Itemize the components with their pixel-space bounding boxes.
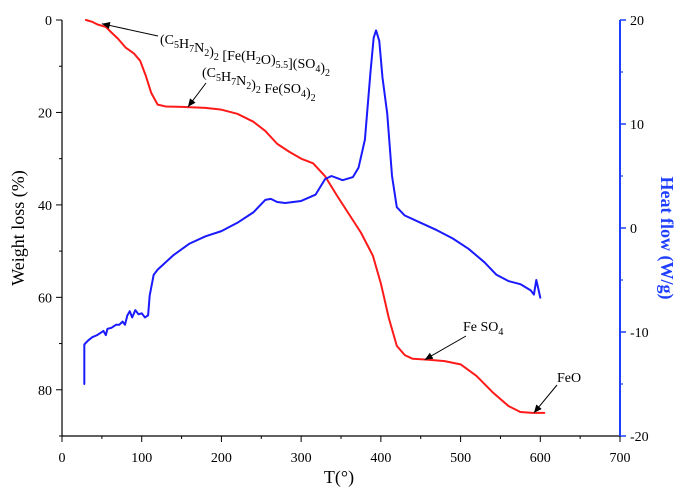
y-right-tick-label--10: -10 <box>630 326 649 341</box>
bottom-axis: 0 100 200 300 400 500 600 700 <box>59 436 631 466</box>
annotation-part: ](SO <box>288 57 315 72</box>
annotation-part: Fe(SO <box>261 82 301 97</box>
series-layer <box>83 19 546 414</box>
annotation-part: ) <box>306 86 311 101</box>
annotation-part: Fe SO <box>463 320 498 335</box>
annotation-part: 4 <box>301 89 306 100</box>
ann1-arrow-head <box>101 21 111 29</box>
x-tick-label-500: 500 <box>450 451 471 466</box>
ann2-label: (C5H7N2)2 Fe(SO4)2 <box>202 66 316 104</box>
left-axis-title: Weight loss (%) <box>8 170 29 286</box>
annotation-part: 4 <box>315 64 320 75</box>
annotation-part: 2 <box>325 68 330 79</box>
x-tick-label-700: 700 <box>610 451 631 466</box>
annotation-part: 2 <box>214 52 219 63</box>
ann1-label: (C5H7N2)2 [Fe(H2O)5.5](SO4)2 <box>160 33 330 79</box>
series-weight-loss-line <box>84 19 546 414</box>
annotation-part: (C <box>202 66 216 81</box>
annotation-part: 4 <box>498 327 503 338</box>
annotation-part: 2 <box>311 93 316 104</box>
y-right-tick-label--20: -20 <box>630 430 649 445</box>
annotation-layer: (C5H7N2)2 [Fe(H2O)5.5](SO4)2(C5H7N2)2 Fe… <box>101 21 581 414</box>
y-left-tick-label-80: 80 <box>38 384 52 399</box>
y-right-tick-label-0: 0 <box>630 222 637 237</box>
annotation-part: H <box>221 70 231 85</box>
annotation-part: ) <box>251 78 256 93</box>
y-right-tick-label-20: 20 <box>630 14 644 29</box>
annotation-part: ) <box>209 45 214 60</box>
annotation-part: 5 <box>174 40 179 51</box>
y-left-tick-label-20: 20 <box>38 106 52 121</box>
ann2-arrow-head <box>187 98 196 107</box>
x-tick-label-100: 100 <box>131 451 152 466</box>
annotation-part: [Fe(H <box>219 49 256 64</box>
annotation-part: 2 <box>256 85 261 96</box>
y-left-tick-label-40: 40 <box>38 199 52 214</box>
x-tick-label-200: 200 <box>211 451 232 466</box>
right-axis: 20 10 0 -10 -20 <box>620 14 649 445</box>
ann3-label: Fe SO4 <box>463 320 503 338</box>
y-right-tick-label-10: 10 <box>630 118 644 133</box>
annotation-part: N <box>194 41 204 56</box>
x-tick-label-400: 400 <box>370 451 391 466</box>
x-axis-title: T(°) <box>324 467 354 488</box>
annotation-part: 7 <box>189 44 194 55</box>
annotation-part: 7 <box>231 77 236 88</box>
annotation-part: 5.5 <box>276 60 289 71</box>
ann3-arrow-head <box>424 352 434 360</box>
annotation-part: ) <box>320 61 325 76</box>
annotation-part: 5 <box>216 73 221 84</box>
annotation-part: FeO <box>557 371 581 386</box>
y-left-tick-label-60: 60 <box>38 291 52 306</box>
series-heat-flow-line <box>83 29 542 385</box>
x-tick-label-0: 0 <box>59 451 66 466</box>
ann4-label: FeO <box>557 371 581 386</box>
annotation-part: H <box>179 37 189 52</box>
ann1-arrow-line <box>101 23 159 37</box>
left-axis: 0 20 40 60 80 <box>38 14 62 437</box>
annotation-part: (C <box>160 33 174 48</box>
annotation-part: N <box>236 74 246 89</box>
x-tick-label-300: 300 <box>291 451 312 466</box>
annotation-part: O) <box>261 53 276 68</box>
right-axis-title: Heat flow (W/g) <box>656 177 675 300</box>
annotation-part: 2 <box>256 56 261 67</box>
x-tick-label-600: 600 <box>530 451 551 466</box>
annotation-part: 2 <box>246 81 251 92</box>
plot-frame <box>61 20 621 437</box>
annotation-part: 2 <box>204 48 209 59</box>
y-left-tick-label-0: 0 <box>45 14 52 29</box>
ann4-arrow-head <box>533 404 542 413</box>
